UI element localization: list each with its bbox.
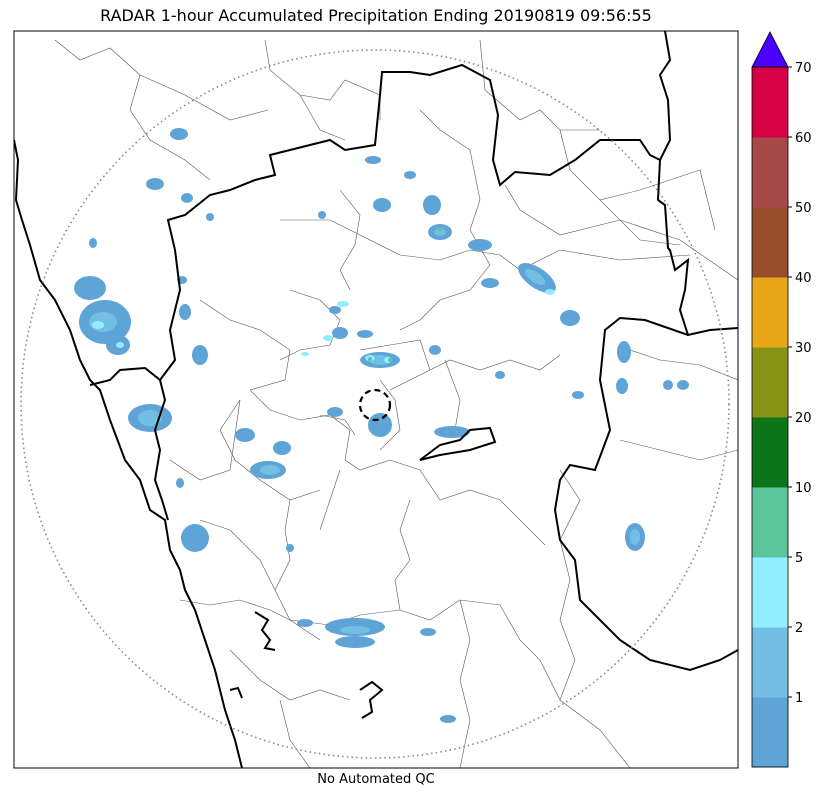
colorbar-bin <box>752 277 788 348</box>
colorbar-tick-label: 10 <box>795 481 812 496</box>
map-frame <box>13 30 739 769</box>
colorbar-bin <box>752 417 788 488</box>
colorbar-tick-label: 60 <box>795 131 812 146</box>
colorbar-tick-label: 50 <box>795 201 812 216</box>
colorbar-outline <box>751 66 789 768</box>
colorbar-bin <box>752 67 788 138</box>
colorbar-tick-label: 20 <box>795 411 812 426</box>
colorbar-tick-label: 2 <box>795 621 803 636</box>
colorbar-bin <box>752 627 788 698</box>
colorbar-extend-arrow <box>751 31 789 68</box>
state-borders <box>89 31 738 719</box>
coastline <box>14 139 243 768</box>
colorbar-bin <box>752 557 788 628</box>
colorbar-bin <box>752 207 788 278</box>
colorbar-bin <box>752 487 788 558</box>
colorbar: 1 2 5 10 20 30 40 50 60 70 <box>751 31 812 768</box>
colorbar-tick-label: 5 <box>795 551 803 566</box>
map-area <box>14 31 738 768</box>
colorbar-tick-label: 70 <box>795 61 812 76</box>
radar-site-marker <box>358 388 392 422</box>
range-ring <box>20 49 730 759</box>
qc-note: No Automated QC <box>317 772 435 787</box>
colorbar-bin <box>752 347 788 418</box>
precipitation-echoes <box>74 128 689 723</box>
map-title: RADAR 1-hour Accumulated Precipitation E… <box>100 6 652 25</box>
colorbar-bin <box>752 137 788 208</box>
colorbar-tick-label: 30 <box>795 341 812 356</box>
colorbar-tick-label: 1 <box>795 691 803 706</box>
colorbar-tick-label: 40 <box>795 271 812 286</box>
colorbar-bin <box>752 697 788 768</box>
